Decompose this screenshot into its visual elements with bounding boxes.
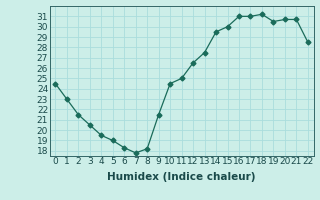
X-axis label: Humidex (Indice chaleur): Humidex (Indice chaleur) [107,172,256,182]
